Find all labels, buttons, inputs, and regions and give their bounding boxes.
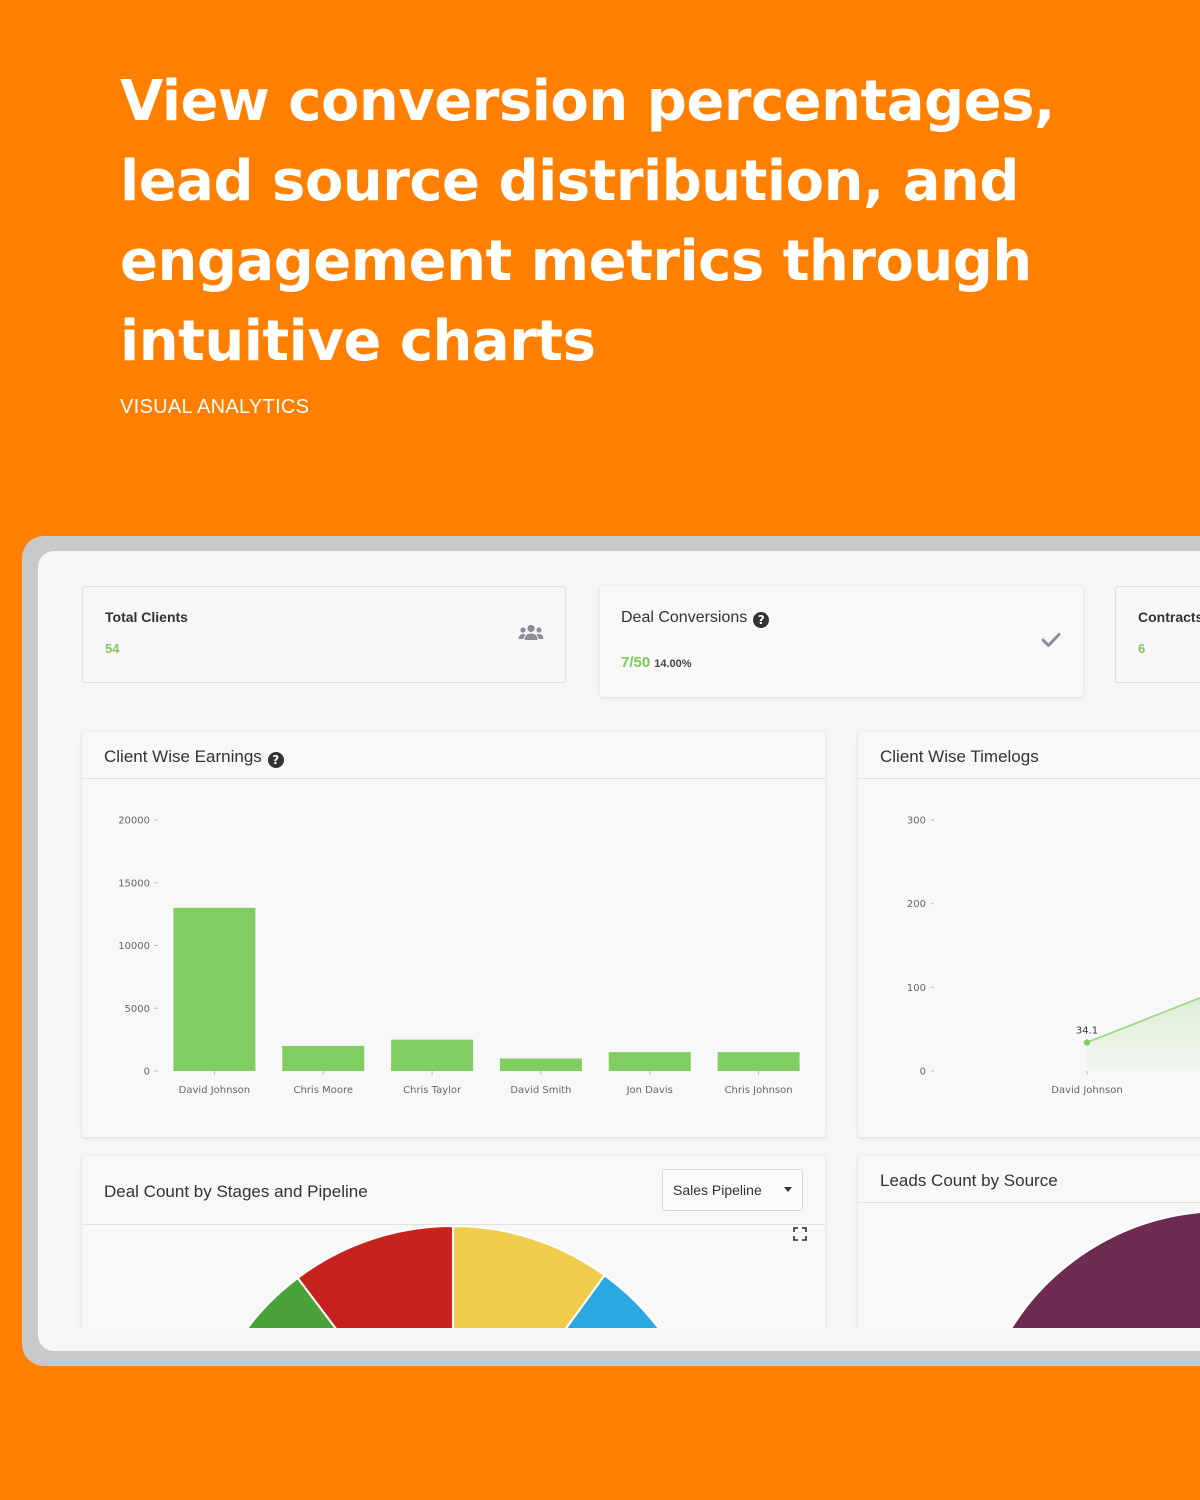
contracts-label: Contracts bbox=[1138, 609, 1200, 625]
y-tick-label: 20000 bbox=[118, 816, 150, 827]
users-icon bbox=[518, 624, 544, 640]
deals-card: Deal Count by Stages and Pipeline Sales … bbox=[82, 1156, 825, 1336]
help-icon[interactable]: ? bbox=[753, 612, 770, 628]
total-clients-label: Total Clients bbox=[105, 609, 188, 625]
hero-title: View conversion percentages, lead source… bbox=[120, 69, 1055, 374]
x-tick-label: David Johnson bbox=[1051, 1085, 1122, 1096]
frame-bottom-strip bbox=[38, 1328, 1200, 1351]
dashboard-frame: Total Clients 54 Deal Conversions? 7/50 1… bbox=[38, 551, 1200, 1351]
bar bbox=[499, 1058, 582, 1071]
leads-pie-chart bbox=[1005, 1211, 1200, 1336]
x-tick-label: David Smith bbox=[510, 1085, 571, 1096]
timelogs-line-chart: 300 200 100 0 34.1 David Johnson bbox=[907, 816, 1200, 1096]
chevron-down-icon bbox=[784, 1187, 792, 1192]
x-tick-label: Chris Taylor bbox=[403, 1085, 462, 1096]
pie-slice bbox=[296, 1224, 454, 1336]
timelogs-title: Client Wise Timelogs bbox=[880, 747, 1039, 766]
y-tick-label: 15000 bbox=[118, 878, 150, 889]
timelogs-header: Client Wise Timelogs bbox=[858, 732, 1200, 779]
total-clients-card: Total Clients 54 bbox=[82, 586, 566, 683]
deals-title: Deal Count by Stages and Pipeline bbox=[104, 1182, 368, 1201]
hero-eyebrow: VISUAL ANALYTICS bbox=[120, 396, 310, 418]
deals-header: Deal Count by Stages and Pipeline Sales … bbox=[82, 1156, 825, 1225]
earnings-card: Client Wise Earnings? 20000 15000 10000 500… bbox=[82, 732, 825, 1137]
y-tick-label: 5000 bbox=[125, 1004, 150, 1015]
leads-card: Leads Count by Source bbox=[858, 1156, 1200, 1336]
earnings-title: Client Wise Earnings? bbox=[104, 747, 284, 768]
x-tick-label: Chris Johnson bbox=[725, 1085, 793, 1096]
series-line bbox=[1086, 996, 1200, 1044]
pie-slice bbox=[240, 1276, 343, 1336]
y-tick-label: 300 bbox=[907, 816, 926, 827]
pie-slice bbox=[1005, 1211, 1200, 1336]
data-point bbox=[1083, 1039, 1091, 1046]
leads-title: Leads Count by Source bbox=[880, 1171, 1058, 1190]
total-clients-value: 54 bbox=[105, 641, 120, 656]
x-tick-label: Chris Moore bbox=[293, 1085, 353, 1096]
contracts-card: Contracts 6 bbox=[1115, 586, 1200, 683]
earnings-header: Client Wise Earnings? bbox=[82, 732, 825, 779]
pie-slice bbox=[452, 1224, 607, 1336]
x-tick-label: Jon Davis bbox=[626, 1085, 673, 1096]
y-tick-label: 10000 bbox=[118, 941, 150, 952]
y-tick-label: 0 bbox=[144, 1067, 150, 1078]
data-label: 34.1 bbox=[1076, 1025, 1098, 1036]
deals-pie-chart bbox=[240, 1224, 666, 1336]
leads-header: Leads Count by Source bbox=[858, 1156, 1200, 1203]
earnings-bar-chart: 20000 15000 10000 5000 0 David Johnson Chris M… bbox=[118, 816, 800, 1096]
deal-conversions-label: Deal Conversions? bbox=[621, 609, 770, 628]
deal-conversions-value: 7/50 14.00% bbox=[621, 654, 692, 671]
pipeline-select[interactable]: Sales Pipeline bbox=[662, 1169, 803, 1211]
pie-slice bbox=[559, 1273, 666, 1336]
bar bbox=[173, 907, 256, 1071]
y-tick-label: 200 bbox=[907, 899, 926, 910]
line-area bbox=[1087, 997, 1200, 1071]
bar bbox=[717, 1052, 800, 1071]
deal-conversions-card: Deal Conversions? 7/50 14.00% bbox=[600, 586, 1083, 697]
deal-conversions-percent: 14.00% bbox=[654, 658, 692, 670]
bar bbox=[282, 1045, 365, 1071]
x-tick-label: David Johnson bbox=[179, 1085, 250, 1096]
help-icon[interactable]: ? bbox=[267, 752, 284, 768]
check-icon bbox=[1041, 633, 1061, 647]
timelogs-card: Client Wise Timelogs 300 200 100 0 34.1 David… bbox=[858, 732, 1200, 1137]
y-tick-label: 0 bbox=[920, 1067, 926, 1078]
contracts-value: 6 bbox=[1138, 641, 1146, 656]
expand-icon[interactable] bbox=[793, 1227, 807, 1241]
bar bbox=[391, 1039, 474, 1071]
pipeline-select-value: Sales Pipeline bbox=[673, 1182, 762, 1198]
y-tick-label: 100 bbox=[907, 983, 926, 994]
bar bbox=[608, 1052, 691, 1071]
